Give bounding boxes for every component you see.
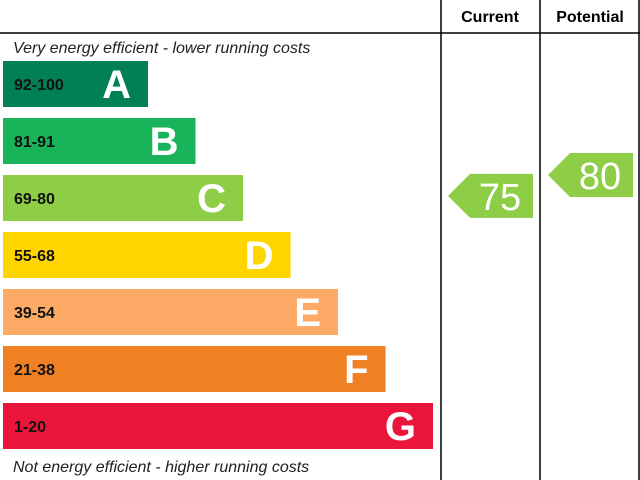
potential-header: Potential	[556, 9, 624, 26]
band-letter: A	[102, 63, 131, 107]
band-bar	[3, 289, 338, 335]
band-range: 55-68	[14, 248, 55, 265]
top-note: Very energy efficient - lower running co…	[13, 40, 310, 57]
band-letter: D	[245, 234, 274, 278]
potential-arrow	[548, 153, 633, 197]
current-header: Current	[461, 9, 519, 26]
current-rating: 75	[479, 177, 521, 219]
band-bar	[3, 175, 243, 221]
current-arrow	[448, 173, 533, 218]
band-range: 69-80	[14, 191, 55, 208]
band-letter: C	[197, 177, 226, 221]
band-letter: E	[294, 291, 321, 335]
band-letter: F	[344, 348, 368, 392]
band-bar	[3, 403, 433, 449]
band-letter: G	[385, 405, 416, 449]
band-letter: B	[150, 120, 179, 164]
band-bar	[3, 346, 386, 392]
band-range: 1-20	[14, 419, 46, 436]
band-range: 92-100	[14, 77, 64, 94]
potential-rating: 80	[579, 156, 621, 198]
band-range: 81-91	[14, 134, 55, 151]
band-bar	[3, 118, 196, 164]
bottom-note: Not energy efficient - higher running co…	[13, 459, 309, 476]
band-bar	[3, 232, 291, 278]
band-range: 39-54	[14, 305, 55, 322]
band-range: 21-38	[14, 362, 55, 379]
band-bar	[3, 61, 148, 107]
